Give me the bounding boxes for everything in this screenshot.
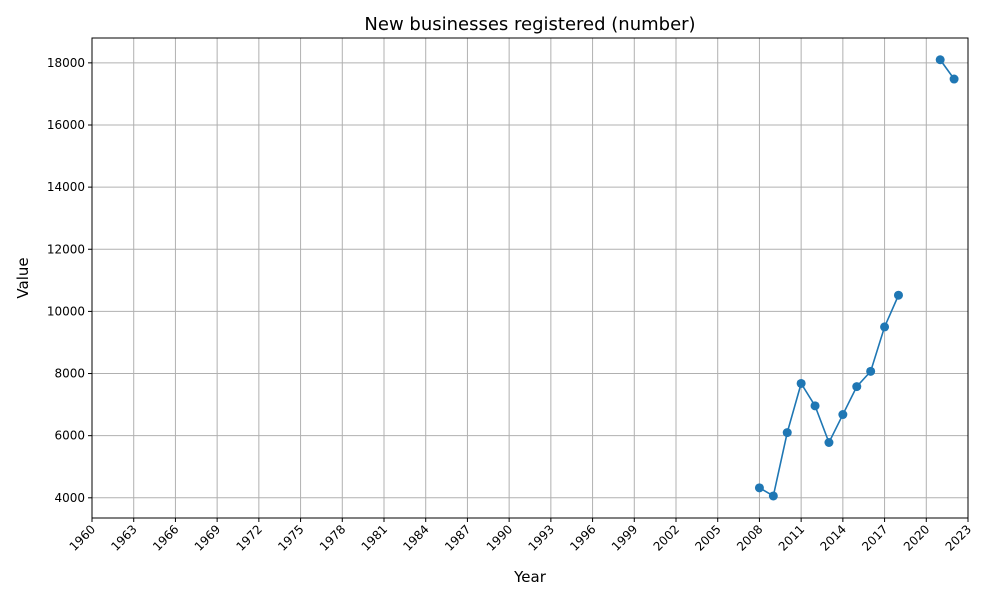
x-tick-label: 2017 [859, 522, 890, 553]
x-tick-label: 1975 [275, 522, 306, 553]
x-tick-label: 2008 [734, 522, 765, 553]
y-tick-label: 18000 [47, 56, 85, 70]
y-tick-label: 4000 [54, 491, 85, 505]
x-tick-label: 1996 [567, 522, 598, 553]
x-tick-label: 1960 [67, 522, 98, 553]
data-point [796, 378, 806, 388]
x-tick-label: 1972 [233, 522, 264, 553]
y-tick-label: 14000 [47, 180, 85, 194]
data-point [754, 483, 764, 493]
y-tick-label: 10000 [47, 304, 85, 318]
data-point [935, 55, 945, 65]
chart-title: New businesses registered (number) [364, 14, 695, 35]
x-tick-label: 1981 [359, 522, 390, 553]
grid [91, 38, 969, 518]
series-line [759, 294, 900, 498]
x-tick-label: 1990 [484, 522, 515, 553]
data-point [782, 428, 792, 438]
data-point [824, 438, 834, 448]
plot-frame [91, 37, 969, 519]
x-tick-label: 2014 [817, 522, 848, 553]
x-tick-label: 2011 [776, 522, 807, 553]
x-tick-label: 1984 [400, 522, 431, 553]
x-tick-label: 1987 [442, 522, 473, 553]
x-tick-label: 1993 [525, 522, 556, 553]
x-tick-label: 1963 [108, 522, 139, 553]
x-tick-label: 2023 [943, 522, 974, 553]
x-tick-label: 1978 [317, 522, 348, 553]
series [754, 55, 959, 501]
y-axis-label: Value [14, 257, 32, 298]
x-axis-label: Year [513, 568, 547, 586]
x-tick-label: 2020 [901, 522, 932, 553]
data-point [866, 366, 876, 376]
x-tick-label: 1966 [150, 522, 181, 553]
y-tick-label: 6000 [54, 429, 85, 443]
data-point [768, 491, 778, 501]
x-tick-label: 1969 [192, 522, 223, 553]
y-tick-label: 8000 [54, 367, 85, 381]
x-tick-label: 2002 [651, 522, 682, 553]
y-axis: 4000 6000 8000 10000 12000 14000 16000 18000 [47, 56, 92, 505]
data-point [838, 410, 848, 420]
y-tick-label: 16000 [47, 118, 85, 132]
x-axis: 1960 1963 1966 1969 1972 1975 1978 1981 1984 1987… [67, 518, 974, 554]
data-point [852, 382, 862, 392]
x-tick-label: 2005 [692, 522, 723, 553]
y-tick-label: 12000 [47, 242, 85, 256]
data-point [810, 401, 820, 411]
x-tick-label: 1999 [609, 522, 640, 553]
data-point [880, 322, 890, 332]
data-point [949, 74, 959, 84]
data-point [893, 290, 903, 300]
